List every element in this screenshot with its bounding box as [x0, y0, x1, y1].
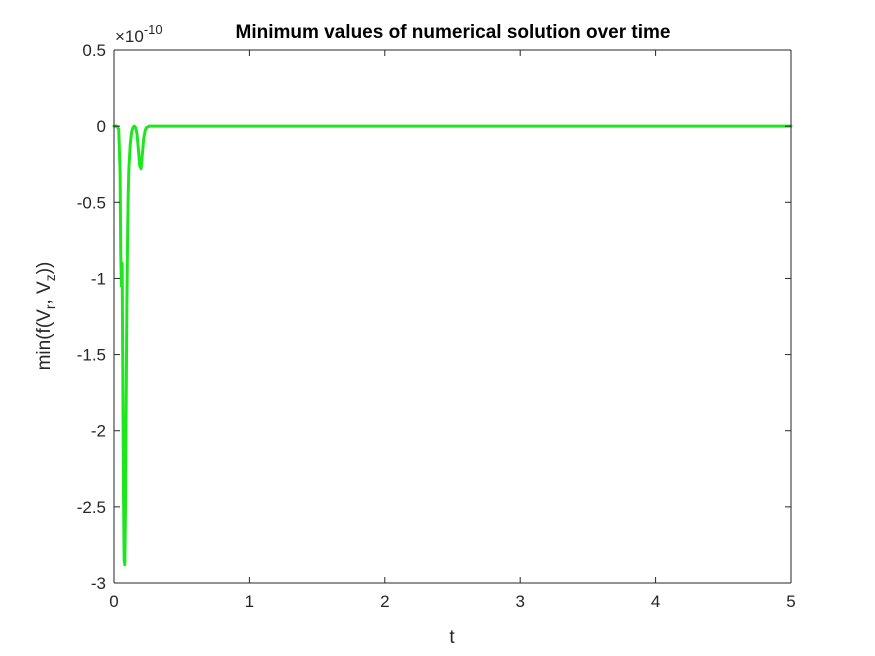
x-tick-label: 5: [786, 592, 795, 611]
x-ticks: 0 1 2 3 4 5: [109, 50, 796, 611]
y-axis-label-middle: , V: [34, 281, 55, 305]
y-tick-label: 0: [97, 117, 106, 136]
y-tick-label: 0.5: [82, 41, 106, 60]
series-line: [112, 124, 793, 567]
x-tick-label: 4: [651, 592, 660, 611]
y-axis-label: min(f(Vr, Vz)): [34, 262, 58, 371]
x-tick-label: 3: [515, 592, 524, 611]
y-tick-label: -3: [91, 574, 106, 593]
plot-area: [114, 50, 791, 583]
y-axis-label-prefix: min(f(V: [34, 309, 55, 371]
y-tick-label: -1: [91, 269, 106, 288]
y-axis-label-sub-r: r: [42, 304, 58, 309]
x-tick-label: 0: [109, 592, 118, 611]
x-axis-label: t: [449, 627, 455, 648]
y-multiplier-label: ×10-10: [115, 22, 163, 46]
y-multiplier-base: ×10: [115, 27, 144, 46]
y-axis-label-sub-z: z: [42, 274, 58, 281]
x-tick-label: 1: [245, 592, 254, 611]
y-tick-label: -1.5: [77, 346, 106, 365]
series-group: [112, 124, 793, 567]
y-multiplier-exponent: -10: [144, 22, 163, 37]
y-tick-label: -2.5: [77, 498, 106, 517]
axes-box: [113, 49, 792, 584]
y-ticks: 0.5 0 -0.5 -1 -1.5 -2 -2.5 -3: [77, 41, 791, 593]
y-tick-label: -0.5: [77, 193, 106, 212]
y-axis-label-suffix: )): [34, 262, 55, 275]
chart-title: Minimum values of numerical solution ove…: [236, 22, 671, 43]
y-tick-label: -2: [91, 422, 106, 441]
x-tick-label: 2: [380, 592, 389, 611]
